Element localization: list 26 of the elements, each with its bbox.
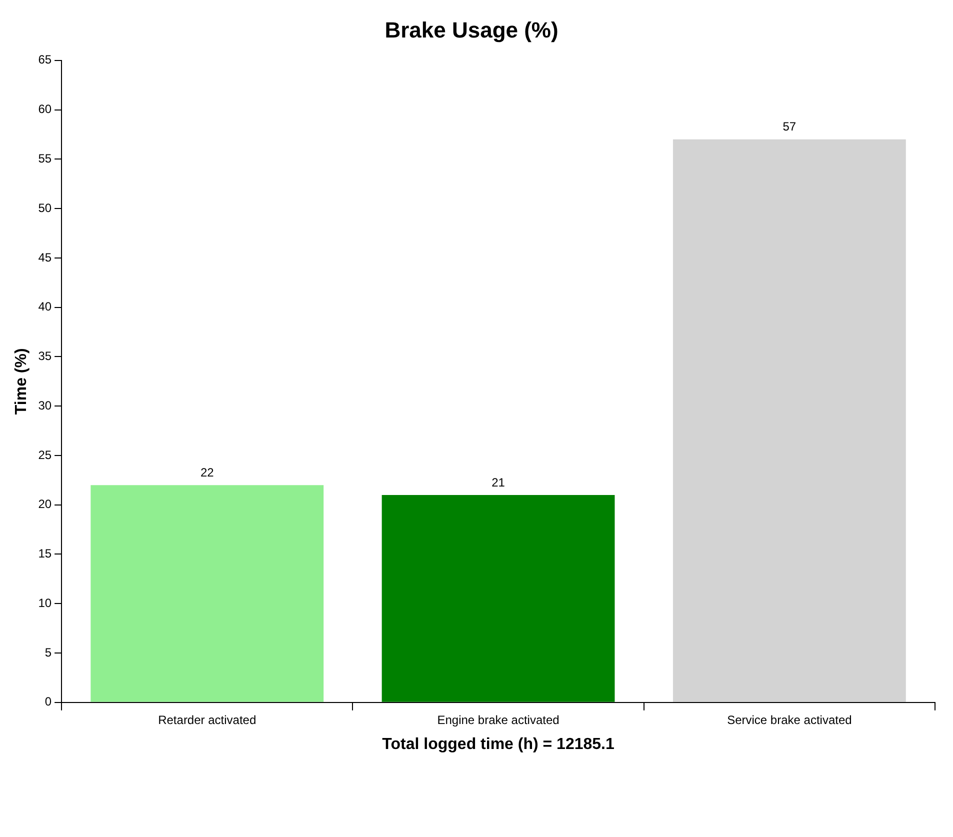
y-tick-label: 40 bbox=[38, 300, 52, 314]
y-tick-label: 25 bbox=[38, 448, 52, 462]
y-tick-label: 55 bbox=[38, 151, 52, 166]
data-label: 21 bbox=[492, 475, 506, 490]
x-axis-title: Total logged time (h) = 12185.1 bbox=[382, 736, 614, 753]
y-tick-label: 10 bbox=[38, 596, 52, 610]
y-tick-label: 60 bbox=[38, 102, 52, 116]
bar bbox=[90, 485, 324, 702]
bar bbox=[672, 139, 906, 702]
y-tick-label: 35 bbox=[38, 349, 52, 364]
y-tick-label: 50 bbox=[38, 200, 52, 215]
bar bbox=[382, 494, 615, 702]
data-label: 22 bbox=[200, 465, 214, 480]
y-tick-label: 30 bbox=[38, 398, 52, 412]
y-tick-label: 15 bbox=[38, 546, 52, 561]
data-label: 57 bbox=[782, 120, 796, 134]
x-tick-label: Engine brake activated bbox=[437, 712, 560, 727]
x-tick-label: Service brake activated bbox=[727, 712, 852, 727]
y-axis-title: Time (%) bbox=[13, 348, 30, 415]
x-tick-label: Retarder activated bbox=[158, 712, 256, 727]
y-tick-label: 5 bbox=[44, 645, 52, 660]
y-tick-label: 0 bbox=[44, 694, 52, 709]
y-tick-label: 65 bbox=[38, 52, 52, 67]
y-tick-label: 20 bbox=[38, 497, 52, 512]
chart-title: Brake Usage (%) bbox=[384, 17, 558, 42]
y-tick-label: 45 bbox=[38, 250, 52, 264]
